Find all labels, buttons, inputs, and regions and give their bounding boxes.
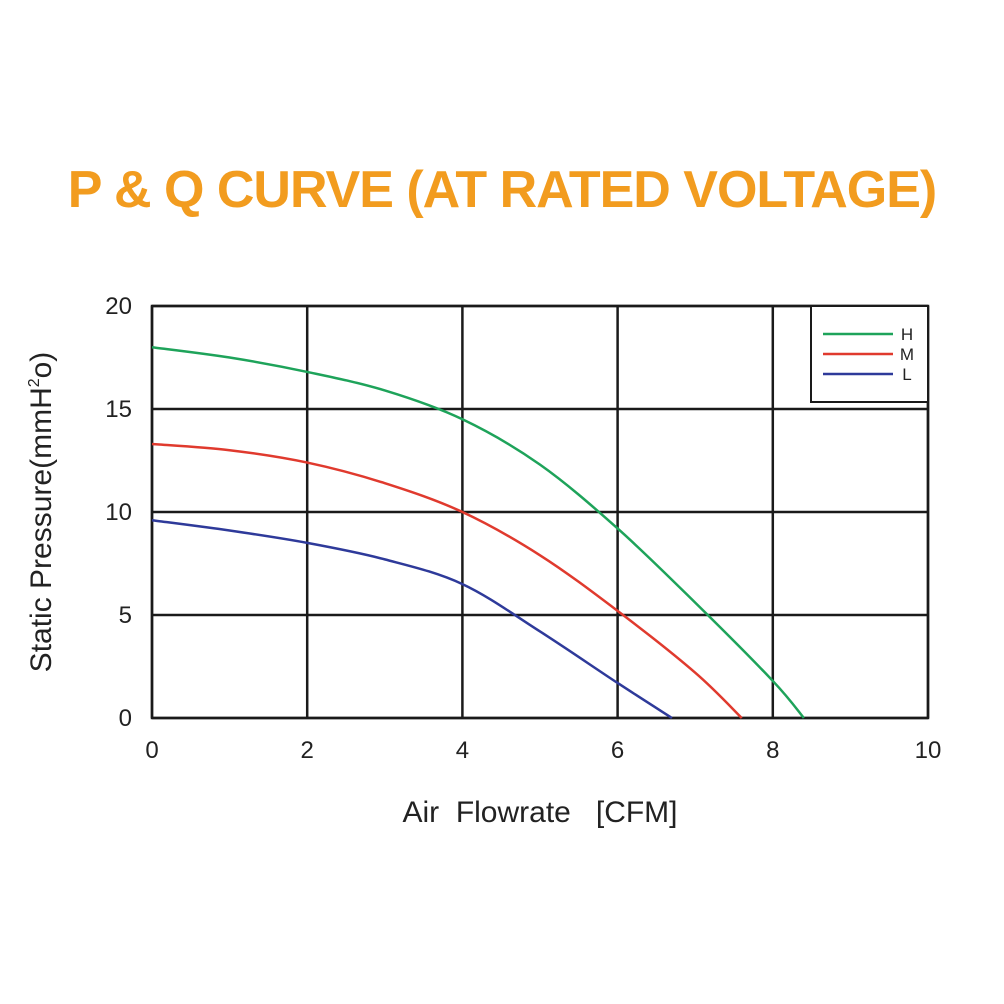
x-tick-label: 0 [145,737,158,764]
y-axis-label: Static Pressure(mmH2o) [25,352,58,673]
series-line-l [151,519,673,720]
series-lines [151,345,805,720]
legend: HML [810,305,929,403]
legend-label-h: H [901,325,913,344]
x-tick-label: 8 [766,737,779,764]
legend-label-l: L [902,365,911,384]
plot-border [150,304,930,720]
tick-labels: 0 2 4 6 8 10 0 5 10 15 20 [105,293,941,764]
y-axis-label-main: Static Pressure(mmH [25,387,58,672]
x-tick-label: 4 [456,737,469,764]
legend-label-m: M [900,345,914,364]
y-tick-label: 15 [105,396,132,423]
series-line-h [151,345,805,719]
y-tick-label: 20 [105,293,132,320]
x-tick-label: 2 [301,737,314,764]
y-tick-label: 10 [105,499,132,526]
x-tick-label: 10 [915,737,942,764]
x-tick-label: 6 [611,737,624,764]
x-axis-label: Air Flowrate [CFM] [402,796,677,829]
series-line-m [151,442,743,719]
y-axis-label-superscript: 2 [26,378,43,387]
y-axis-label-end: o) [25,352,58,379]
y-tick-label: 5 [119,602,132,629]
y-tick-label: 0 [119,705,132,732]
chart-title: P & Q CURVE (AT RATED VOLTAGE) [67,161,937,219]
